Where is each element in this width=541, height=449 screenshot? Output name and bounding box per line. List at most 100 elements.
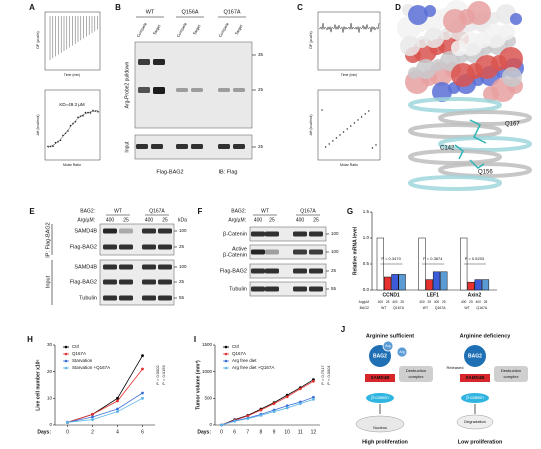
point (298, 402, 302, 406)
label: 400 (392, 300, 398, 304)
label: 25 (469, 300, 473, 304)
label: Q156 (478, 170, 493, 176)
itc-trace (318, 22, 380, 33)
label: Target (192, 23, 202, 36)
legend-label: Q167A (72, 351, 86, 356)
surface-atom (408, 5, 428, 25)
helix (408, 97, 502, 113)
complex-shape (494, 366, 528, 382)
itc-point (82, 114, 84, 117)
label: 0 (66, 429, 69, 435)
point (312, 398, 315, 401)
point (91, 415, 94, 419)
label: complex (409, 374, 424, 379)
itc-point (368, 110, 370, 112)
label: Molar Ratio (63, 163, 81, 167)
label: LEF1 (427, 292, 439, 298)
blot-band (119, 244, 133, 250)
blot-band (265, 268, 279, 274)
legend-label: Arg free diet (232, 358, 257, 363)
blot-band (251, 249, 265, 255)
blot-band (103, 295, 117, 301)
blot-band (103, 228, 117, 234)
itc-point (92, 109, 94, 112)
blot (134, 41, 253, 129)
blot-band (142, 279, 156, 285)
label: 25 (331, 268, 337, 273)
label: BAG2 (468, 353, 482, 359)
point (220, 423, 223, 427)
blot-band (233, 88, 245, 92)
series-line (221, 380, 314, 426)
legend-marker (64, 352, 68, 356)
label: Days: (37, 429, 51, 435)
bar (467, 281, 475, 291)
point (141, 354, 144, 358)
point (66, 420, 69, 424)
label: Destruction (406, 368, 426, 373)
label: Flag-BAG2 (156, 169, 183, 175)
itc-point (371, 147, 374, 149)
label: 400 (378, 300, 384, 304)
label: P < 0.0001 (326, 365, 331, 385)
point (116, 407, 119, 411)
helix (408, 175, 502, 191)
complex-shape (399, 366, 433, 382)
blot-band (158, 228, 172, 234)
y-tick-label: 1.0 (363, 235, 370, 240)
blot-band (265, 286, 279, 292)
series-line (67, 397, 143, 423)
point (116, 399, 119, 403)
legend-label: Ctrl (232, 344, 239, 349)
label: 4 (116, 429, 119, 435)
panel-letter: D (395, 3, 401, 12)
label: Q167A (300, 208, 316, 214)
label: Days: (197, 429, 211, 435)
blot-band (142, 228, 156, 234)
y-tick-label: 500 (204, 396, 212, 401)
blot-band (265, 249, 279, 255)
itc-point (97, 110, 99, 113)
blot-band (251, 231, 265, 237)
point (141, 391, 144, 395)
y-tick-label: 0 (49, 422, 52, 427)
itc-point (342, 131, 345, 133)
label: Axin2 (468, 292, 482, 298)
label: 400 (461, 300, 467, 304)
blot-band (142, 244, 156, 250)
label: β-catenin (371, 395, 389, 400)
helix (438, 110, 532, 126)
series-line (221, 396, 314, 426)
label: 400 (476, 300, 482, 304)
blot-band (191, 88, 203, 92)
itc-frame (317, 89, 381, 161)
label: 25 (313, 217, 319, 223)
blot-band (103, 244, 117, 250)
blot-band (158, 279, 172, 285)
legend-marker (224, 352, 228, 356)
bar (425, 279, 433, 291)
surface-atom (502, 67, 522, 87)
blot-band (136, 144, 148, 149)
blot-band (251, 268, 265, 274)
bar (398, 274, 406, 291)
itc-point (360, 116, 363, 118)
blot-band (119, 279, 133, 285)
itc-point (357, 119, 359, 121)
point (285, 395, 289, 399)
itc-point (375, 144, 377, 146)
series-line (67, 392, 143, 423)
label: 12 (311, 429, 317, 435)
label: Q167A (435, 306, 447, 310)
blot-band (103, 264, 117, 270)
label: BAG2: (231, 208, 246, 214)
label: 25 (258, 87, 264, 92)
label: 25 (386, 300, 390, 304)
label: Flag-BAG2 (70, 244, 97, 250)
point (298, 387, 302, 391)
itc-point (321, 109, 323, 111)
itc-point (350, 125, 352, 127)
label: Arg-Probe2 pulldown (124, 61, 130, 108)
label: P = 0.0159 (161, 365, 166, 385)
